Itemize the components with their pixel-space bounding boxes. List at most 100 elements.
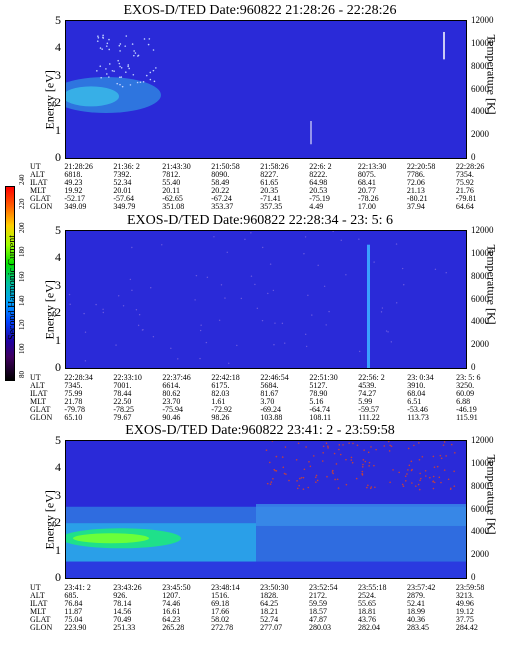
info-row: UT 22:28:34 22:33:10 22:37:46 22:42:18 22:46:… — [30, 374, 505, 382]
info-cell: 4.49 — [309, 202, 324, 211]
colorbar-tick: 200 — [18, 222, 26, 234]
info-cell: 82.03 — [211, 389, 230, 398]
noise-dot — [305, 446, 307, 448]
panel-3-title: EXOS-D/TED Date:960822 23:41: 2 - 23:59:… — [125, 423, 395, 438]
noise-dot — [362, 463, 364, 466]
y-tick-label: 4 — [55, 250, 61, 265]
info-row-label: ALT — [30, 591, 45, 600]
noise-dot — [328, 310, 330, 313]
noise-dot — [101, 48, 104, 50]
info-cell: 1516. — [211, 591, 230, 600]
noise-dot — [142, 80, 145, 83]
noise-dot — [68, 293, 71, 296]
info-cell: 7001. — [113, 381, 132, 390]
y-right-tick-label: 4000 — [471, 106, 489, 117]
info-cell: 280.03 — [309, 623, 332, 632]
info-cell: 79.67 — [113, 413, 132, 422]
noise-dot — [315, 481, 317, 483]
noise-dot — [454, 451, 456, 454]
y-tick-label: 2 — [55, 305, 61, 320]
info-cell: 5127. — [309, 381, 328, 390]
noise-dot — [340, 239, 342, 242]
info-cell: 90.46 — [162, 413, 181, 422]
noise-dot — [322, 445, 325, 448]
y-right-tick-label: 2000 — [471, 339, 489, 350]
info-cell: 3213. — [455, 591, 474, 600]
noise-dot — [392, 469, 394, 471]
noise-dot — [95, 303, 97, 306]
noise-dot — [338, 448, 340, 451]
noise-dot — [236, 344, 238, 347]
signal-core — [73, 533, 149, 544]
noise-dot — [419, 479, 421, 482]
noise-dot — [131, 289, 133, 292]
info-cell: -78.25 — [113, 405, 135, 414]
noise-dot — [398, 471, 400, 474]
noise-dot — [311, 314, 313, 316]
noise-dot — [425, 475, 427, 477]
noise-dot — [421, 455, 424, 458]
info-cell: 21.76 — [455, 186, 474, 195]
info-cell: 52.74 — [260, 615, 279, 624]
info-cell: 52.34 — [113, 178, 132, 187]
info-cell: 70.49 — [113, 615, 132, 624]
info-cell: 17.66 — [211, 607, 230, 616]
noise-dot — [99, 47, 102, 49]
noise-dot — [298, 484, 300, 487]
info-cell: 22:56: 2 — [358, 373, 385, 382]
noise-dot — [119, 50, 121, 52]
info-cell: 7392. — [113, 170, 132, 179]
info-row: MLT 21.78 22.50 23.70 1.61 3.70 5.16 5.99 6.51 6.… — [30, 398, 505, 406]
noise-dot — [335, 463, 338, 465]
info-cell: 23.70 — [162, 397, 181, 406]
noise-dot — [336, 478, 339, 481]
y-tick-label: 3 — [55, 277, 61, 292]
info-cell: 357.35 — [260, 202, 283, 211]
info-cell: 23:50:30 — [260, 583, 289, 592]
info-cell: 353.37 — [211, 202, 234, 211]
noise-dot — [152, 49, 155, 51]
noise-dot — [331, 469, 334, 472]
noise-dot — [122, 305, 125, 307]
noise-dot — [170, 347, 172, 350]
noise-dot — [226, 251, 228, 253]
noise-dot — [442, 444, 445, 446]
info-cell: 37.75 — [455, 615, 474, 624]
info-cell: 22.50 — [113, 397, 132, 406]
info-cell: 351.08 — [162, 202, 185, 211]
info-cell: 65.10 — [64, 413, 83, 422]
info-cell: 5.99 — [358, 397, 373, 406]
noise-dot — [361, 470, 364, 473]
info-row-label: ALT — [30, 381, 45, 390]
info-cell: 7812. — [162, 170, 181, 179]
noise-dot — [303, 253, 305, 255]
info-cell: 21:50:58 — [211, 162, 240, 171]
noise-dot — [124, 45, 127, 47]
info-cell: 47.87 — [309, 615, 328, 624]
y-right-tick-label: 10000 — [471, 457, 494, 468]
info-row: ILAT 49.23 52.34 55.40 58.49 61.65 64.98 68.41 7… — [30, 179, 505, 187]
info-cell: 1828. — [260, 591, 279, 600]
noise-dot — [366, 486, 368, 489]
noise-dot — [177, 358, 179, 360]
noise-dot — [383, 445, 386, 447]
noise-dot — [369, 487, 372, 490]
y-tick-label: 2 — [55, 515, 61, 530]
noise-dot — [96, 40, 99, 42]
noise-dot — [97, 35, 99, 38]
y-right-tick-label: 8000 — [471, 60, 489, 71]
info-cell: 685. — [64, 591, 79, 600]
noise-dot — [352, 442, 354, 445]
info-cell: 68.04 — [407, 389, 426, 398]
info-cell: 14.56 — [113, 607, 132, 616]
info-cell: 20.35 — [260, 186, 279, 195]
info-cell: -69.24 — [260, 405, 281, 414]
y-tick-label: 5 — [55, 223, 61, 237]
y-tick-label: 5 — [55, 433, 61, 447]
info-row: GLON 223.90 251.33 265.28 272.78 277.07 280.03… — [30, 624, 505, 632]
info-cell: 21:58:26 — [260, 162, 289, 171]
noise-dot — [418, 459, 421, 461]
noise-dot — [411, 468, 413, 471]
info-cell: 23:55:18 — [358, 583, 387, 592]
info-cell: 8075. — [357, 170, 376, 179]
